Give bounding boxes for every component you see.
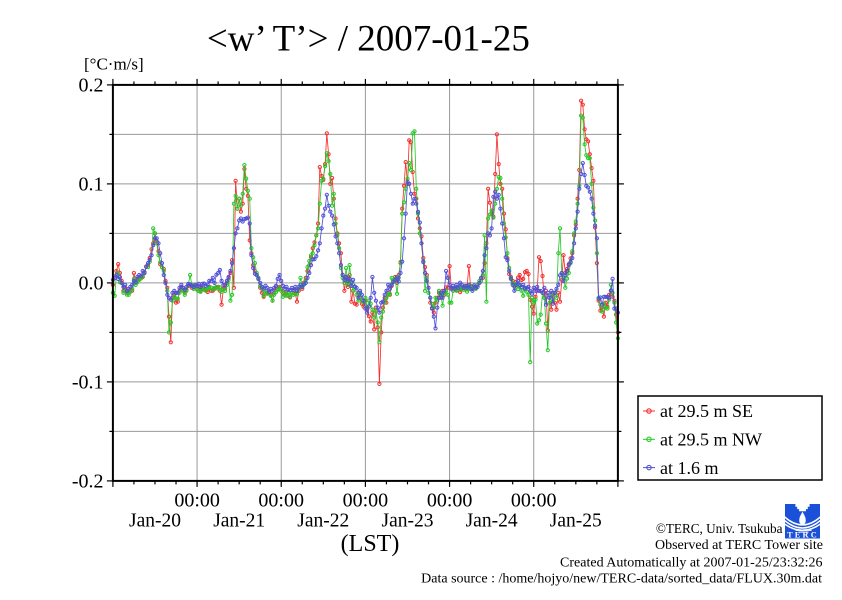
svg-text:-0.2: -0.2 — [72, 470, 104, 492]
svg-text:Jan-22: Jan-22 — [297, 511, 349, 532]
svg-text:Data source : /home/hojyo/new/: Data source : /home/hojyo/new/TERC-data/… — [421, 572, 822, 587]
svg-text:00:00: 00:00 — [343, 489, 389, 511]
svg-text:-0.1: -0.1 — [72, 371, 104, 393]
svg-text:00:00: 00:00 — [427, 489, 473, 511]
svg-text:<w’ T’> / 2007-01-25: <w’ T’> / 2007-01-25 — [207, 19, 530, 60]
svg-text:0.2: 0.2 — [79, 74, 104, 96]
svg-text:00:00: 00:00 — [511, 489, 557, 511]
svg-text:at 29.5 m SE: at 29.5 m SE — [660, 401, 753, 421]
svg-text:Jan-24: Jan-24 — [466, 511, 518, 532]
svg-text:00:00: 00:00 — [258, 489, 304, 511]
svg-text:[°C·m/s]: [°C·m/s] — [84, 55, 144, 74]
svg-text:Jan-21: Jan-21 — [213, 511, 265, 532]
svg-text:(LST): (LST) — [341, 531, 400, 557]
svg-text:TERC: TERC — [787, 531, 819, 540]
svg-text:0.1: 0.1 — [79, 173, 104, 195]
svg-text:Observed at TERC Tower site: Observed at TERC Tower site — [655, 538, 823, 553]
svg-text:Created Automatically at 2007-: Created Automatically at 2007-01-25/23:3… — [560, 556, 822, 571]
svg-text:Jan-23: Jan-23 — [382, 511, 434, 532]
svg-text:Jan-20: Jan-20 — [129, 511, 181, 532]
svg-text:at 1.6 m: at 1.6 m — [660, 458, 719, 478]
svg-text:Jan-25: Jan-25 — [550, 511, 602, 532]
svg-text:0.0: 0.0 — [79, 272, 104, 294]
svg-text:©TERC, Univ. Tsukuba: ©TERC, Univ. Tsukuba — [656, 521, 783, 536]
svg-text:00:00: 00:00 — [174, 489, 220, 511]
svg-text:at 29.5 m NW: at 29.5 m NW — [660, 430, 762, 450]
